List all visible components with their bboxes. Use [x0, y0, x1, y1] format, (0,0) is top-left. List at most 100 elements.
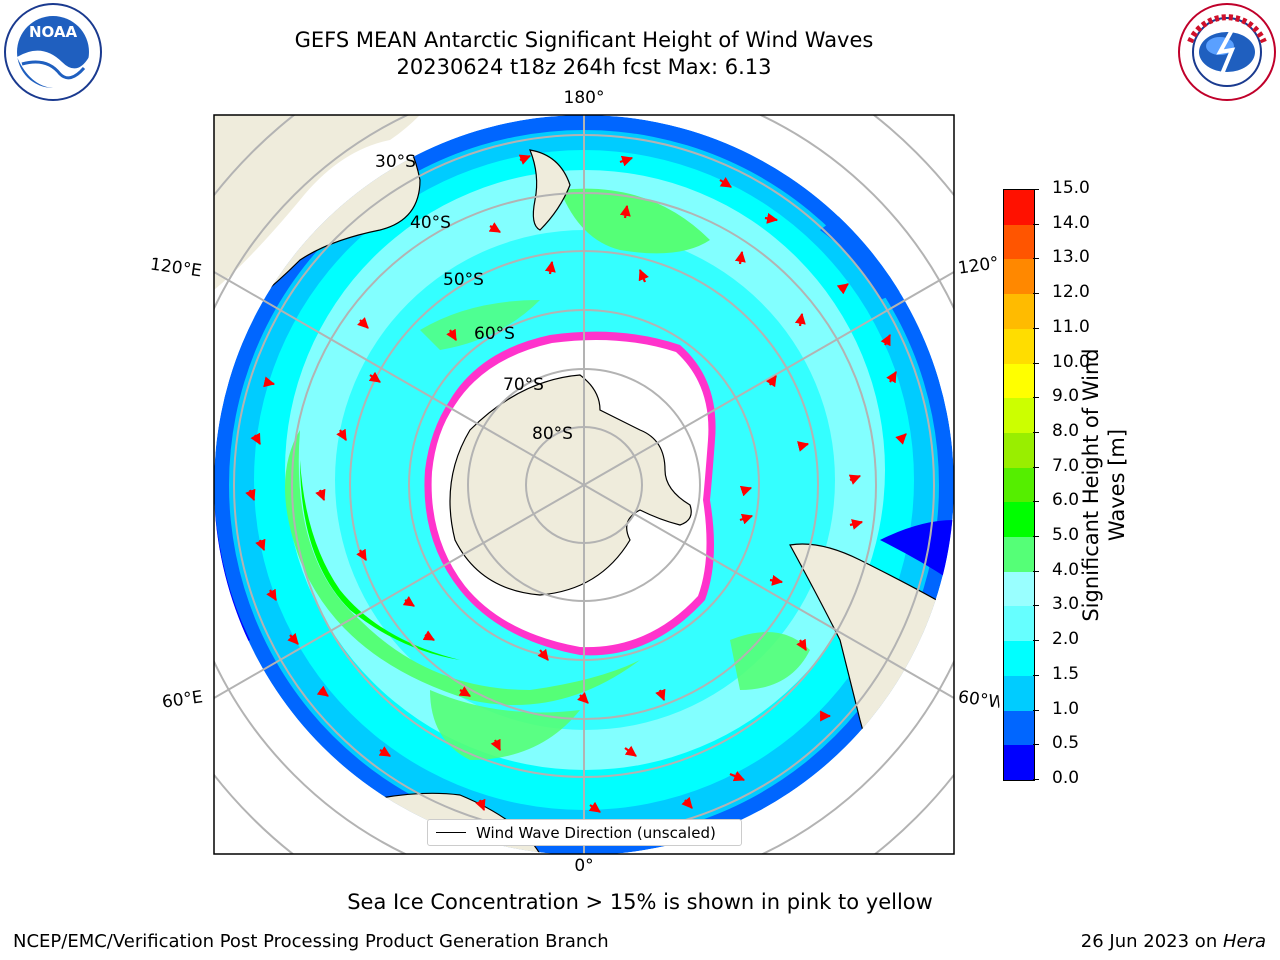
lat-label-70s: 70°S	[503, 375, 544, 395]
ice-note: Sea Ice Concentration > 15% is shown in …	[347, 890, 933, 914]
colorbar-tick-label: 10.0	[1052, 351, 1090, 372]
arrow	[588, 801, 601, 813]
arrow	[458, 686, 471, 697]
colorbar-segment	[1004, 398, 1034, 433]
arrow	[849, 519, 864, 530]
arrow	[638, 268, 649, 283]
arrow	[255, 538, 266, 552]
nws-logo	[1176, 2, 1278, 102]
arrow	[316, 685, 329, 697]
colorbar-label-line1: Significant Height of Wind	[1079, 348, 1103, 622]
lon-label-0: 0°	[574, 856, 594, 876]
colorbar-tick-label: 12.0	[1052, 282, 1090, 303]
arrow	[378, 746, 391, 757]
ocean-field	[214, 115, 954, 854]
arrow	[402, 595, 415, 607]
colorbar-tick-label: 2.0	[1052, 629, 1080, 650]
arrow	[357, 317, 369, 329]
arrow	[836, 283, 849, 295]
chart-title-line2: 20230624 t18z 264h fcst Max: 6.13	[396, 55, 772, 79]
lat-label-40s: 40°S	[410, 213, 451, 233]
colorbar-tick-label: 15.0	[1052, 178, 1090, 198]
colorbar-tick-mark	[1033, 605, 1039, 607]
colorbar-tick-mark	[1033, 709, 1039, 711]
colorbar-tick-mark	[1033, 744, 1039, 746]
arrow	[490, 738, 501, 751]
arrow	[422, 630, 435, 641]
arrow	[577, 692, 589, 704]
colorbar-tick-label: 4.0	[1052, 559, 1080, 580]
colorbar-segment	[1004, 745, 1034, 780]
colorbar-tick-mark	[1033, 189, 1039, 190]
arrow	[446, 328, 457, 341]
colorbar-segment	[1004, 606, 1034, 642]
colorbar-tick-label: 1.5	[1052, 663, 1080, 684]
colorbar-tick-label: 9.0	[1052, 386, 1080, 407]
colorbar-segment	[1004, 675, 1034, 711]
colorbar-segment	[1004, 190, 1034, 225]
lat-label-60s: 60°S	[474, 324, 515, 344]
footer-right: 26 Jun 2023 on Hera	[1081, 931, 1266, 952]
colorbar-tick-mark	[1033, 223, 1039, 225]
colorbar-segment	[1004, 328, 1034, 364]
lat-label-50s: 50°S	[443, 270, 484, 290]
wind-wave-arrows	[245, 154, 907, 813]
colorbar-tick-label: 3.0	[1052, 594, 1080, 615]
colorbar-segment	[1004, 571, 1034, 607]
colorbar-tick-mark	[1033, 466, 1039, 468]
map-frame	[213, 114, 955, 855]
colorbar-tick-mark	[1033, 570, 1039, 572]
noaa-logo: NOAA	[2, 2, 104, 102]
colorbar-ticks: 0.0 0.5 1.0 1.5 2.0 3.0 4.0 5.0 6.0 7.0 8.0 9.0 10.0…	[1033, 178, 1110, 790]
arrow	[266, 588, 277, 601]
arrow	[368, 371, 381, 383]
arrow	[537, 648, 549, 661]
footer-host: Hera	[1222, 931, 1266, 952]
legend-label: Wind Wave Direction (unscaled)	[476, 823, 716, 842]
lon-label-60e: 60°E	[160, 687, 205, 713]
arrow	[895, 433, 907, 445]
lat-label-30s: 30°S	[375, 152, 416, 172]
colorbar-tick-mark	[1033, 293, 1039, 295]
lat-label-80s: 80°S	[532, 424, 573, 444]
legend-line-swatch	[436, 832, 466, 833]
colorbar-segment	[1004, 502, 1034, 538]
colorbar-segment	[1004, 467, 1034, 503]
noaa-logo-text: NOAA	[29, 23, 78, 41]
colorbar-segment	[1004, 710, 1034, 746]
arrow	[769, 574, 784, 586]
colorbar-tick-mark	[1033, 327, 1039, 329]
arrow	[263, 376, 276, 388]
footer-date: 26 Jun 2023 on	[1080, 931, 1223, 952]
arrow	[796, 638, 807, 651]
colorbar-tick-mark	[1033, 501, 1039, 503]
colorbar-tick-mark	[1033, 362, 1039, 364]
colorbar-tick-mark	[1033, 779, 1039, 780]
arrow	[719, 177, 732, 188]
arrow	[250, 432, 261, 445]
lon-label-120e: 120°E	[148, 254, 203, 282]
colorbar-tick-mark	[1033, 258, 1039, 260]
colorbar-label-line2: Waves [m]	[1105, 428, 1129, 542]
colorbar-tick-mark	[1033, 536, 1039, 538]
colorbar-tick-label: 1.0	[1052, 698, 1080, 719]
colorbar-tick-label: 6.0	[1052, 490, 1080, 511]
lon-label-60w: 60°W	[956, 687, 1002, 713]
arrow	[655, 688, 666, 702]
arrow	[475, 798, 486, 812]
colorbar-tick-label: 8.0	[1052, 420, 1080, 441]
colorbar-tick-mark	[1033, 431, 1039, 433]
lon-label-180: 180°	[563, 88, 605, 108]
colorbar-tick-label: 14.0	[1052, 212, 1090, 233]
colorbar-segment	[1004, 294, 1034, 329]
footer-left: NCEP/EMC/Verification Post Processing Pr…	[13, 931, 609, 952]
arrow	[764, 212, 779, 224]
colorbar-segment	[1004, 432, 1034, 468]
colorbar-tick-label: 11.0	[1052, 316, 1090, 337]
colorbar-segment	[1004, 641, 1034, 676]
colorbar-tick-label: 0.0	[1052, 768, 1080, 788]
arrow	[488, 222, 501, 233]
arrow	[624, 745, 637, 757]
arrow	[287, 632, 299, 645]
colorbar	[1003, 189, 1035, 781]
